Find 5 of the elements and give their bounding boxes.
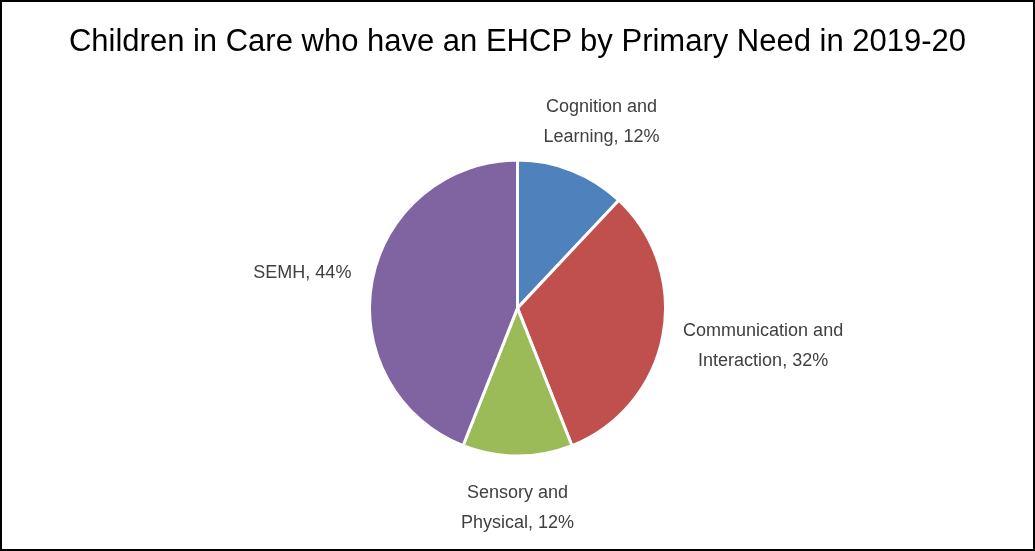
- slice-label: SEMH, 44%: [253, 262, 352, 283]
- slice-label: Cognition and Learning, 12%: [543, 96, 660, 147]
- chart-title: Children in Care who have an EHCP by Primary Need in 2019-20: [68, 23, 967, 59]
- slice-label: Sensory and Physical, 12%: [460, 482, 575, 533]
- slice-label: Communication and Interaction, 32%: [683, 319, 844, 370]
